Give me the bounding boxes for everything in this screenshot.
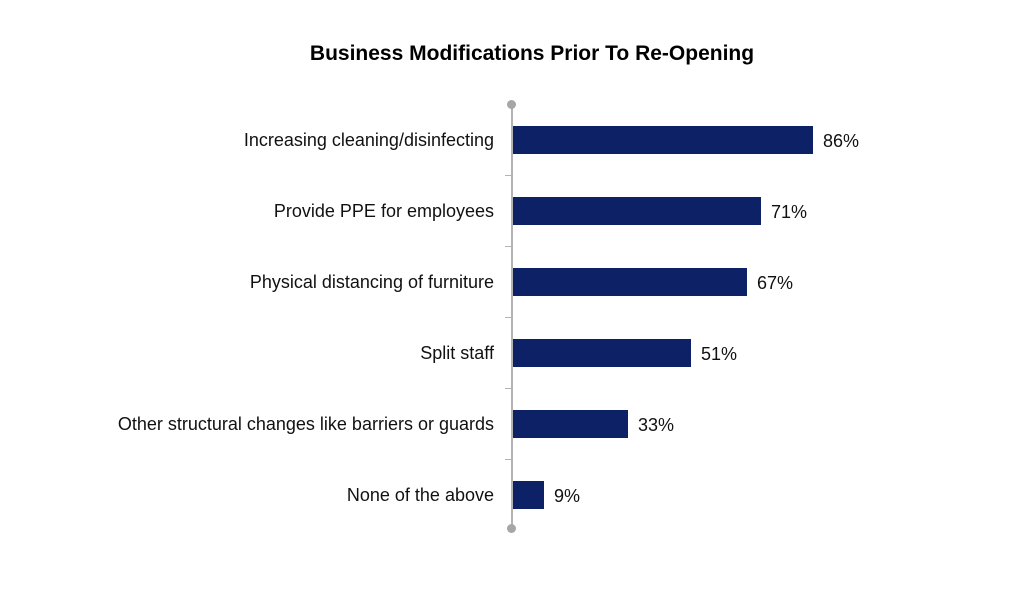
bar-row: Split staff 51% [0, 339, 1024, 367]
axis-tick [505, 175, 512, 176]
axis-tick [505, 388, 512, 389]
axis-tick [505, 459, 512, 460]
category-label: Physical distancing of furniture [249, 272, 494, 292]
category-label: Other structural changes like barriers o… [117, 414, 494, 434]
bar [513, 268, 747, 296]
bar-row: Other structural changes like barriers o… [0, 410, 1024, 438]
chart-title: Business Modifications Prior To Re-Openi… [309, 42, 755, 65]
bar [513, 197, 761, 225]
bar-row: Physical distancing of furniture 67% [0, 268, 1024, 296]
value-label: 33% [638, 415, 675, 435]
bar-row: Provide PPE for employees 71% [0, 197, 1024, 225]
value-label: 9% [554, 486, 581, 506]
bar [513, 410, 628, 438]
axis-tick [505, 317, 512, 318]
value-label: 67% [757, 273, 794, 293]
axis-tick [505, 246, 512, 247]
axis-start-dot [507, 100, 516, 109]
bar-row: Increasing cleaning/disinfecting 86% [0, 126, 1024, 154]
bar [513, 481, 544, 509]
category-label: Increasing cleaning/disinfecting [243, 130, 494, 150]
bar-row: None of the above 9% [0, 481, 1024, 509]
category-label: Split staff [420, 343, 494, 363]
value-label: 71% [771, 202, 808, 222]
category-label: None of the above [346, 485, 494, 505]
value-label: 51% [701, 344, 738, 364]
axis-end-dot [507, 524, 516, 533]
category-axis-line [511, 104, 513, 528]
category-label: Provide PPE for employees [273, 201, 494, 221]
bar [513, 126, 813, 154]
value-label: 86% [823, 131, 860, 151]
bar [513, 339, 691, 367]
